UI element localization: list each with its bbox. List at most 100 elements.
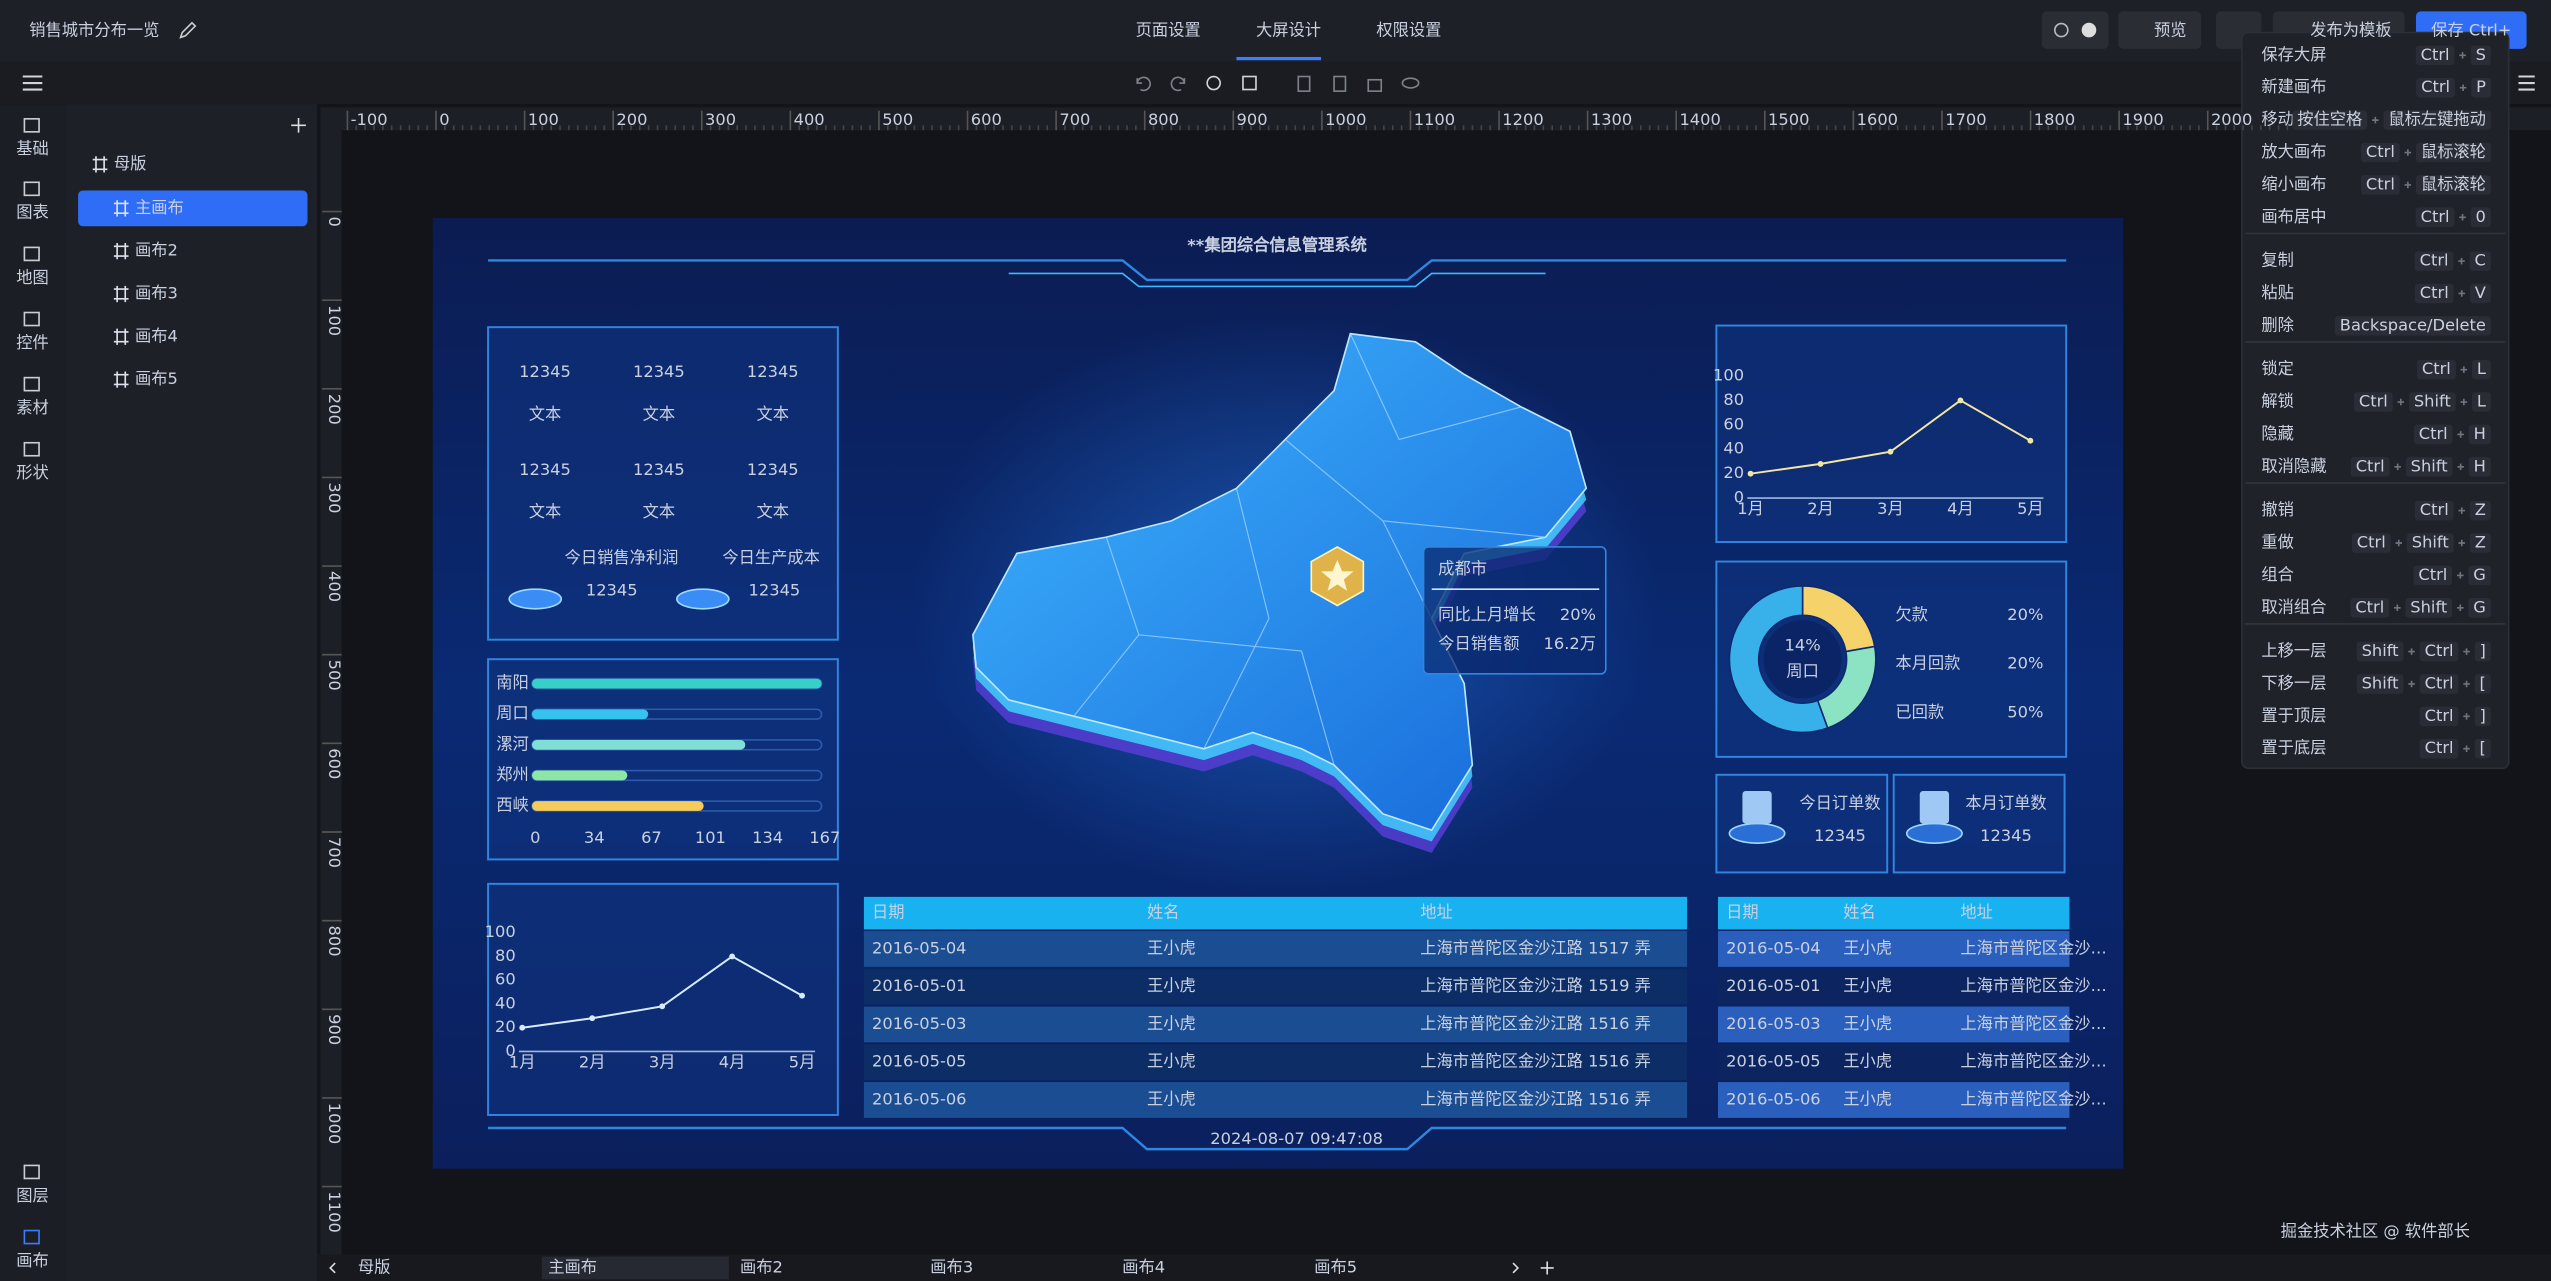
- menu-item[interactable]: 缩小画布: [2261, 174, 2326, 193]
- menu-key: Ctrl: [2422, 359, 2451, 378]
- tab[interactable]: 大屏设计: [1256, 20, 1321, 39]
- ruler-label: 300: [325, 482, 344, 513]
- prev-icon[interactable]: [329, 1262, 336, 1274]
- menu-item[interactable]: 复制: [2261, 251, 2294, 270]
- menu-key: 鼠标左键拖动: [2388, 110, 2486, 129]
- clear-icon[interactable]: [1242, 75, 1257, 91]
- menu-key: [: [2480, 673, 2486, 692]
- bottom-tab[interactable]: 画布2: [740, 1257, 783, 1276]
- point: [1817, 460, 1824, 467]
- moon-icon: [2081, 22, 2097, 38]
- table-row: [1718, 968, 2070, 1005]
- delete-icon[interactable]: [1333, 75, 1347, 92]
- x-tick-label: 1月: [1737, 499, 1764, 518]
- menu-key: Ctrl: [2366, 174, 2395, 193]
- copy-icon[interactable]: [1297, 75, 1311, 92]
- menu-item[interactable]: 下移一层: [2261, 673, 2326, 692]
- menu-item[interactable]: 锁定: [2261, 359, 2294, 378]
- sidebar-icon[interactable]: [23, 181, 40, 197]
- sidebar-item[interactable]: 图层: [16, 1186, 49, 1205]
- table-cell: 王小虎: [1147, 1014, 1196, 1033]
- stat-label: 文本: [643, 405, 676, 424]
- tab[interactable]: 权限设置: [1376, 20, 1441, 39]
- layer-item[interactable]: 画布5: [135, 369, 178, 388]
- menu-item[interactable]: 撤销: [2261, 500, 2294, 519]
- table-cell: 2016-05-06: [872, 1089, 967, 1108]
- table-cell: 2016-05-01: [1726, 976, 1821, 995]
- bottom-tab[interactable]: 画布4: [1122, 1257, 1165, 1276]
- menu-item[interactable]: 保存大屏: [2261, 45, 2326, 64]
- bottom-tab[interactable]: 画布3: [930, 1257, 973, 1276]
- sidebar-item[interactable]: 画布: [16, 1251, 49, 1270]
- ruler-label: 800: [1148, 110, 1179, 129]
- layer-item[interactable]: 主画布: [135, 198, 184, 217]
- menu-item[interactable]: 组合: [2261, 565, 2294, 584]
- menu-item[interactable]: 隐藏: [2261, 424, 2294, 443]
- map: [972, 332, 1588, 853]
- key-box: [2292, 110, 2368, 130]
- stat-value: 12345: [519, 460, 571, 479]
- sidebar-item[interactable]: 控件: [16, 333, 49, 352]
- table-cell: 上海市普陀区金沙江路 1517 弄: [1420, 938, 1651, 957]
- sidebar-icon[interactable]: [23, 118, 40, 133]
- undo-icon[interactable]: [1136, 76, 1151, 92]
- sidebar-item[interactable]: 基础: [16, 139, 49, 158]
- sidebar-icon[interactable]: [23, 376, 40, 392]
- menu-key: Ctrl: [2418, 565, 2447, 584]
- layer-item[interactable]: 画布3: [135, 283, 178, 302]
- layer-item[interactable]: 画布2: [135, 241, 178, 260]
- bottom-tab[interactable]: 主画布: [548, 1257, 597, 1276]
- menu-item[interactable]: 粘贴: [2261, 283, 2294, 302]
- stat-value: 12345: [519, 362, 571, 381]
- sidebar-icon[interactable]: [23, 246, 40, 262]
- menu-key: V: [2475, 283, 2486, 302]
- y-tick-label: 60: [1723, 414, 1744, 433]
- key-box: [2419, 674, 2459, 694]
- menu-item[interactable]: 上移一层: [2261, 641, 2326, 660]
- menu-item[interactable]: 重做: [2261, 532, 2294, 551]
- panel-toggle[interactable]: [2518, 75, 2535, 91]
- sidebar-icon[interactable]: [23, 311, 40, 327]
- hand-icon[interactable]: [1206, 75, 1221, 91]
- ruler-label: 1000: [1325, 110, 1366, 129]
- sidebar-icon[interactable]: [23, 1229, 40, 1245]
- key-box: [2361, 142, 2400, 163]
- sidebar-item[interactable]: 图表: [16, 203, 49, 222]
- sidebar-item[interactable]: 形状: [16, 463, 49, 482]
- menu-item[interactable]: 删除: [2261, 315, 2294, 334]
- button-label: 发布为模板: [2310, 20, 2391, 39]
- theme-toggle[interactable]: [2041, 11, 2109, 49]
- stat-label: 文本: [757, 405, 790, 424]
- key-plus: [2394, 463, 2401, 471]
- sidebar-item[interactable]: 地图: [16, 268, 49, 287]
- layer-item[interactable]: 画布4: [135, 326, 178, 345]
- add-icon[interactable]: [291, 118, 306, 133]
- watermark: 掘金技术社区 @ 软件部长: [2281, 1222, 2470, 1241]
- point: [1887, 448, 1894, 455]
- ruler-label: 0: [439, 110, 449, 129]
- eye-icon[interactable]: [1401, 77, 1420, 89]
- menu-item[interactable]: 放大画布: [2261, 142, 2326, 161]
- menu-item[interactable]: 置于顶层: [2261, 706, 2326, 725]
- v-ruler: [320, 107, 342, 1255]
- lock-icon[interactable]: [1367, 78, 1383, 92]
- menu-item[interactable]: 画布居中: [2261, 207, 2326, 226]
- redo-icon[interactable]: [1170, 76, 1186, 92]
- sidebar-icon[interactable]: [23, 1164, 40, 1180]
- sidebar-item[interactable]: 素材: [16, 398, 49, 417]
- next-icon[interactable]: [1512, 1261, 1554, 1275]
- key-box: [2415, 142, 2491, 163]
- city-name: 成都市: [1438, 559, 1487, 578]
- menu-item[interactable]: 置于底层: [2261, 738, 2326, 757]
- bottom-tab[interactable]: 母版: [358, 1257, 391, 1276]
- sidebar-icon[interactable]: [23, 441, 40, 457]
- menu-item[interactable]: 新建画布: [2261, 77, 2326, 96]
- tab[interactable]: 页面设置: [1136, 20, 1201, 39]
- sun-icon: [2053, 22, 2069, 38]
- bottom-tab[interactable]: 画布5: [1314, 1257, 1357, 1276]
- preview-button[interactable]: [2118, 11, 2202, 49]
- menu-item[interactable]: 取消隐藏: [2261, 456, 2326, 475]
- menu-item[interactable]: 取消组合: [2261, 597, 2326, 616]
- menu-icon[interactable]: [22, 75, 43, 91]
- menu-item[interactable]: 解锁: [2261, 392, 2294, 411]
